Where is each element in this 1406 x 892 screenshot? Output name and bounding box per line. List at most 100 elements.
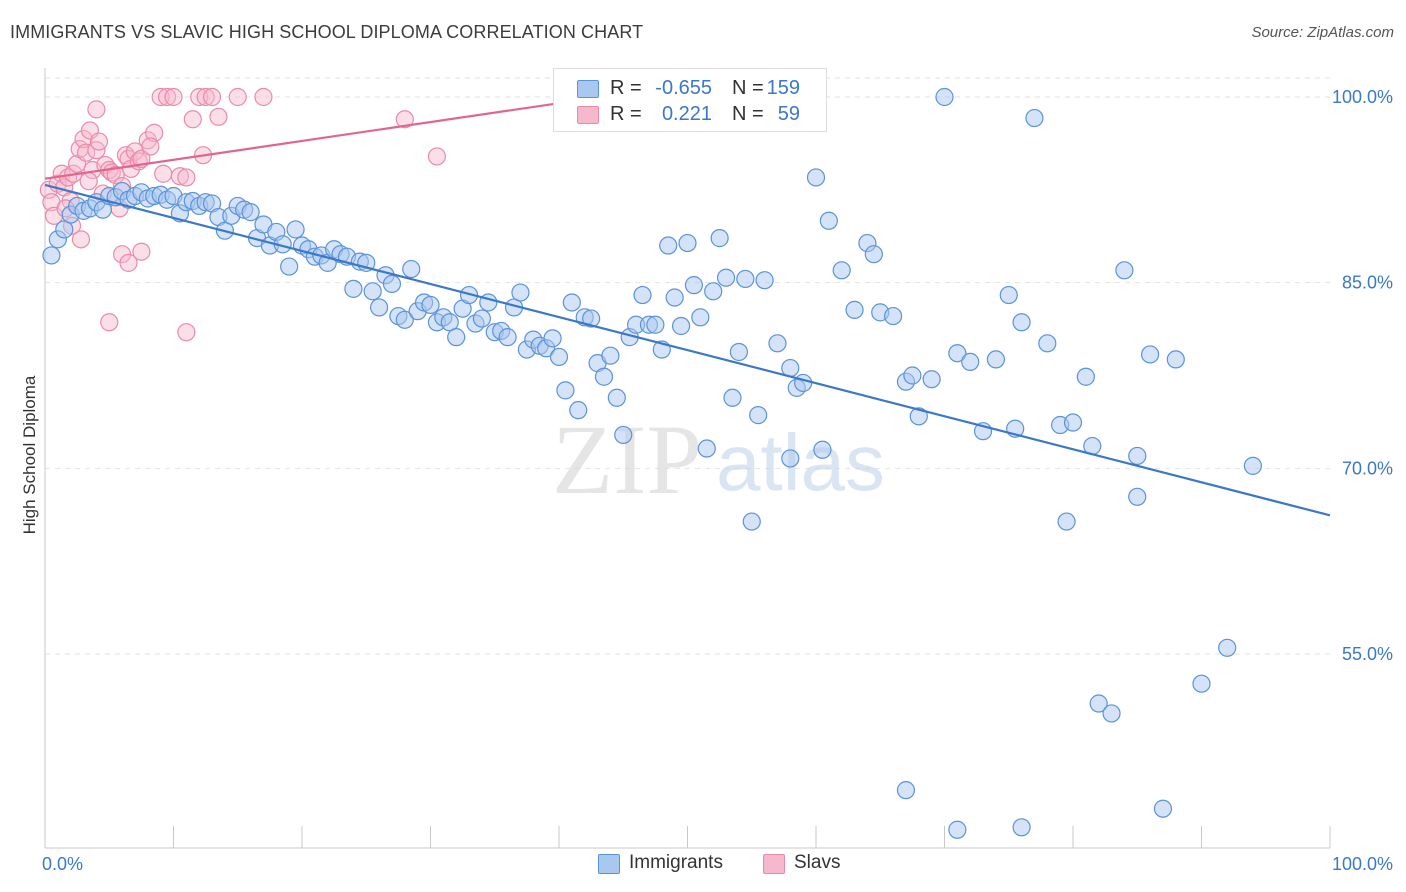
immigrants-point bbox=[723, 388, 742, 407]
legend-row-immigrants: R = -0.655 N = 159 bbox=[554, 75, 826, 101]
immigrants-n-label: N = bbox=[732, 77, 764, 99]
immigrants-point bbox=[421, 295, 440, 315]
immigrants-point bbox=[671, 316, 691, 336]
immigrants-point bbox=[697, 439, 716, 458]
immigrants-point bbox=[1063, 413, 1083, 432]
immigrants-point bbox=[813, 440, 832, 459]
immigrants-point bbox=[1243, 456, 1263, 475]
immigrants-point bbox=[691, 308, 710, 327]
slavs-point bbox=[141, 137, 160, 156]
immigrants-point bbox=[1166, 350, 1185, 369]
immigrants-point bbox=[556, 381, 575, 400]
immigrants-point bbox=[909, 407, 928, 426]
immigrants-point bbox=[1012, 818, 1031, 837]
source-label: Source: ZipAtlas.com bbox=[1251, 24, 1394, 41]
immigrants-r-label: R = bbox=[610, 77, 642, 99]
immigrants-point bbox=[948, 344, 967, 363]
slavs-point bbox=[177, 168, 196, 187]
slavs-point bbox=[132, 242, 151, 261]
immigrants-point bbox=[903, 366, 922, 385]
immigrants-point bbox=[402, 259, 421, 279]
y-tick-label: 55.0% bbox=[1342, 644, 1393, 664]
immigrants-point bbox=[1153, 799, 1173, 818]
immigrants-point bbox=[999, 285, 1018, 305]
immigrants-point bbox=[1012, 313, 1031, 332]
slavs-n-value: 59 bbox=[777, 103, 800, 125]
immigrants-point bbox=[447, 328, 466, 347]
immigrants-r-value: -0.655 bbox=[655, 77, 712, 99]
immigrants-point bbox=[286, 220, 305, 239]
immigrants-point bbox=[395, 310, 414, 329]
immigrants-points bbox=[42, 87, 1263, 839]
immigrants-point bbox=[755, 271, 774, 290]
slavs-point bbox=[209, 107, 228, 126]
immigrants-point bbox=[614, 425, 633, 445]
bottom-slavs-swatch bbox=[763, 854, 785, 874]
immigrants-swatch bbox=[577, 80, 599, 98]
immigrants-point bbox=[1076, 367, 1095, 386]
slavs-point bbox=[119, 253, 138, 272]
immigrants-point bbox=[42, 246, 61, 265]
immigrants-point bbox=[633, 285, 652, 305]
chart-title: IMMIGRANTS VS SLAVIC HIGH SCHOOL DIPLOMA… bbox=[10, 22, 644, 42]
immigrants-point bbox=[601, 346, 620, 365]
immigrants-point bbox=[646, 315, 665, 334]
immigrants-point bbox=[794, 373, 813, 393]
slavs-point bbox=[154, 164, 173, 183]
watermark: ZIP atlas bbox=[552, 404, 885, 515]
immigrants-point bbox=[736, 269, 755, 289]
slavs-point bbox=[395, 110, 414, 129]
slavs-point bbox=[87, 100, 106, 119]
immigrants-point bbox=[716, 268, 736, 287]
immigrants-point bbox=[607, 388, 626, 407]
trend-layer bbox=[44, 102, 1331, 517]
immigrants-point bbox=[543, 329, 562, 348]
slavs-point bbox=[145, 123, 164, 142]
watermark-zip: ZIP bbox=[552, 404, 702, 515]
immigrants-point bbox=[1115, 261, 1134, 280]
grid-layer bbox=[45, 77, 1330, 655]
immigrants-point bbox=[1025, 108, 1044, 128]
immigrants-point bbox=[948, 820, 967, 839]
immigrants-point bbox=[280, 257, 299, 276]
correlation-legend: R = -0.655 N = 159 R = 0.221 N = 59 bbox=[553, 68, 827, 132]
slavs-point bbox=[427, 147, 447, 166]
immigrants-point bbox=[659, 236, 678, 255]
slavs-point bbox=[71, 230, 91, 249]
x-tick-label: 100.0% bbox=[1332, 854, 1393, 874]
slavs-point bbox=[100, 313, 119, 332]
immigrants-point bbox=[549, 347, 569, 367]
immigrants-point bbox=[678, 233, 697, 253]
bottom-immigrants-swatch bbox=[598, 854, 620, 874]
slavs-point bbox=[89, 132, 109, 151]
immigrants-point bbox=[845, 300, 864, 319]
immigrants-point bbox=[241, 203, 260, 222]
slavs-swatch bbox=[577, 106, 599, 124]
immigrants-point bbox=[742, 512, 761, 531]
slavs-point bbox=[79, 172, 98, 191]
immigrants-point bbox=[819, 211, 838, 230]
immigrants-point bbox=[704, 282, 723, 301]
immigrants-point bbox=[472, 309, 491, 328]
immigrants-point bbox=[370, 298, 389, 317]
y-tick-label: 85.0% bbox=[1342, 273, 1393, 293]
slavs-r-label: R = bbox=[610, 103, 642, 125]
x-tick-label: 0.0% bbox=[42, 854, 83, 874]
immigrants-point bbox=[562, 293, 581, 312]
immigrants-n-value: 159 bbox=[766, 77, 800, 99]
immigrants-trendline bbox=[44, 183, 1331, 517]
immigrants-point bbox=[781, 449, 800, 468]
immigrants-point bbox=[729, 342, 749, 362]
slavs-point bbox=[202, 87, 222, 107]
bottom-immigrants-label: Immigrants bbox=[629, 852, 723, 873]
immigrants-point bbox=[511, 283, 530, 302]
immigrants-point bbox=[896, 781, 916, 800]
immigrants-point bbox=[864, 245, 883, 264]
y-axis-label: High School Diploma bbox=[20, 375, 39, 534]
legend-row-slavs: R = 0.221 N = 59 bbox=[554, 101, 826, 127]
immigrants-point bbox=[594, 367, 614, 386]
watermark-atlas: atlas bbox=[716, 418, 885, 507]
immigrants-point bbox=[1057, 512, 1076, 531]
slavs-trendline bbox=[44, 102, 560, 180]
